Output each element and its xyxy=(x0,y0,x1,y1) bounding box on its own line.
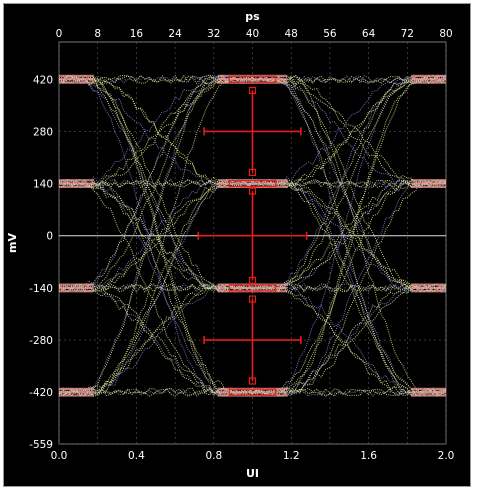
eye-trace xyxy=(58,283,447,397)
top-axis-title: ps xyxy=(245,10,260,23)
eye-height-cap xyxy=(248,187,257,195)
eye-height-cap xyxy=(248,276,257,285)
top-tick-label: 0 xyxy=(56,28,63,40)
y-axis-title: mV xyxy=(6,233,19,253)
eye-masks xyxy=(197,75,308,396)
top-tick-label: 72 xyxy=(401,28,414,40)
top-tick-label: 56 xyxy=(323,28,337,40)
level-marker xyxy=(228,388,277,396)
top-tick-label: 8 xyxy=(94,28,101,40)
eye-mask xyxy=(203,295,302,385)
bottom-tick-label: 2.0 xyxy=(438,450,455,462)
bottom-tick-label: 1.2 xyxy=(283,450,300,462)
y-tick-label: 0 xyxy=(46,231,53,243)
bottom-tick-label: 1.6 xyxy=(360,450,377,462)
eye-trace xyxy=(58,74,447,189)
eye-trace xyxy=(58,74,447,188)
eye-diagram-frame: 0 8 16 24 32 40 48 56 64 72 80 0.0 0.4 0.8 1.2 1.6 2.0 42… xyxy=(3,3,471,487)
eye-trace xyxy=(58,283,447,397)
eye-trace xyxy=(58,387,447,397)
eye-trace xyxy=(58,74,447,85)
eye-trace xyxy=(58,74,447,189)
top-tick-label: 40 xyxy=(246,28,259,40)
eye-height-cap xyxy=(248,295,257,303)
eye-trace xyxy=(58,178,447,189)
eye-height-cap xyxy=(248,86,257,95)
level-marker xyxy=(228,284,277,292)
eye-trace xyxy=(58,178,447,189)
eye-trace xyxy=(58,75,447,188)
y-tick-label: -559 xyxy=(29,439,53,451)
eye-height-cap xyxy=(248,377,257,385)
top-tick-label: 48 xyxy=(285,28,298,40)
eye-mask xyxy=(197,187,308,285)
top-tick-label: 64 xyxy=(362,28,376,40)
bottom-tick-label: 0.0 xyxy=(51,450,68,462)
bottom-axis-title: UI xyxy=(246,467,259,480)
bottom-tick-label: 0.8 xyxy=(205,450,222,462)
top-tick-label: 80 xyxy=(439,28,452,40)
top-tick-label: 24 xyxy=(168,28,182,40)
y-tick-label: 420 xyxy=(33,74,53,86)
level-marker xyxy=(228,179,277,188)
eye-trace xyxy=(58,75,447,396)
eye-trace xyxy=(59,179,447,293)
top-tick-label: 32 xyxy=(207,28,220,40)
eye-trace xyxy=(58,283,447,397)
level-marker xyxy=(228,75,277,83)
eye-trace xyxy=(58,283,447,396)
y-tick-label: 280 xyxy=(33,126,53,138)
eye-trace xyxy=(58,75,447,293)
axes: 0 8 16 24 32 40 48 56 64 72 80 0.0 0.4 0.8 1.2 1.6 2.0 42… xyxy=(29,28,454,462)
eye-diagram-chart: 0 8 16 24 32 40 48 56 64 72 80 0.0 0.4 0.8 1.2 1.6 2.0 42… xyxy=(6,10,454,480)
y-tick-label: -420 xyxy=(29,387,53,399)
eye-height-cap xyxy=(248,168,257,176)
eye-trace xyxy=(58,75,447,293)
eye-trace xyxy=(58,75,447,397)
eye-mask xyxy=(203,86,302,176)
eye-trace xyxy=(58,178,447,398)
bottom-tick-label: 0.4 xyxy=(128,450,145,462)
y-tick-label: 140 xyxy=(33,179,53,191)
top-tick-label: 16 xyxy=(130,28,144,40)
eye-trace xyxy=(58,74,447,397)
eye-trace xyxy=(58,75,447,188)
eye-trace xyxy=(58,74,447,293)
eye-trace xyxy=(58,74,447,397)
y-tick-label: -140 xyxy=(29,283,53,295)
y-tick-label: -280 xyxy=(29,335,53,347)
